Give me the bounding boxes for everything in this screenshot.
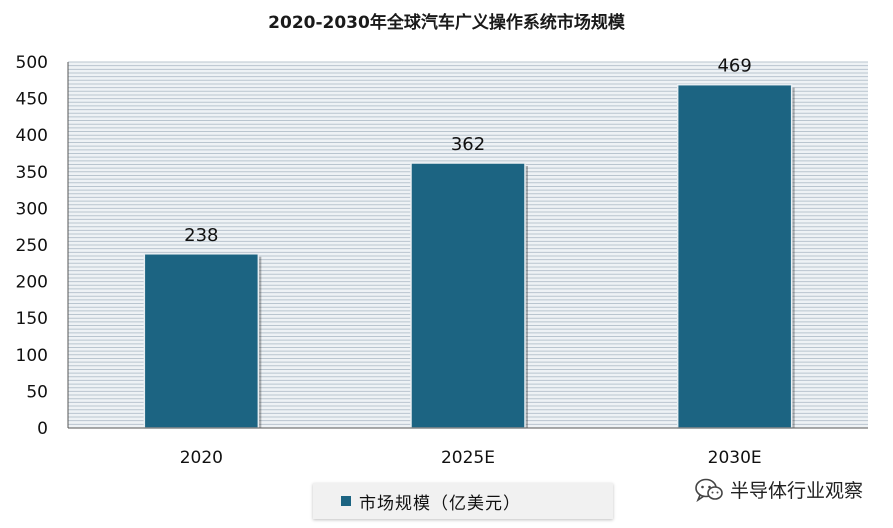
axes [67,62,868,429]
data-label: 238 [184,225,218,246]
legend-swatch [341,496,351,506]
y-tick-label: 0 [37,419,48,439]
watermark: 半导体行业观察 [694,476,863,503]
y-tick-label: 450 [16,90,48,110]
legend: 市场规模（亿美元） [313,483,613,519]
data-label: 362 [451,134,485,155]
watermark-text: 半导体行业观察 [729,480,863,502]
x-tick-label: 2030E [708,448,762,468]
bars [143,83,795,429]
y-tick-label: 200 [16,273,48,293]
x-tick-label: 2020 [180,448,223,468]
bar [676,83,793,429]
labels: 0 50 100 150 200 250 300 350 400 450 500 238 2020 362… [16,53,762,468]
y-tick-label: 250 [16,236,48,256]
y-tick-label: 400 [16,126,48,146]
y-tick-label: 300 [16,199,48,219]
y-tick-label: 50 [26,382,48,402]
bar [143,253,260,429]
wechat-icon [695,478,723,502]
bar [410,162,526,429]
data-label: 469 [717,56,751,77]
legend-label: 市场规模（亿美元） [359,493,521,514]
y-tick-label: 100 [16,346,48,366]
x-tick-label: 2025E [441,448,495,468]
y-tick-label: 150 [16,309,48,329]
y-tick-label: 350 [16,163,48,183]
y-tick-label: 500 [16,53,48,73]
chart-title: 2020-2030年全球汽车广义操作系统市场规模 [268,13,625,33]
